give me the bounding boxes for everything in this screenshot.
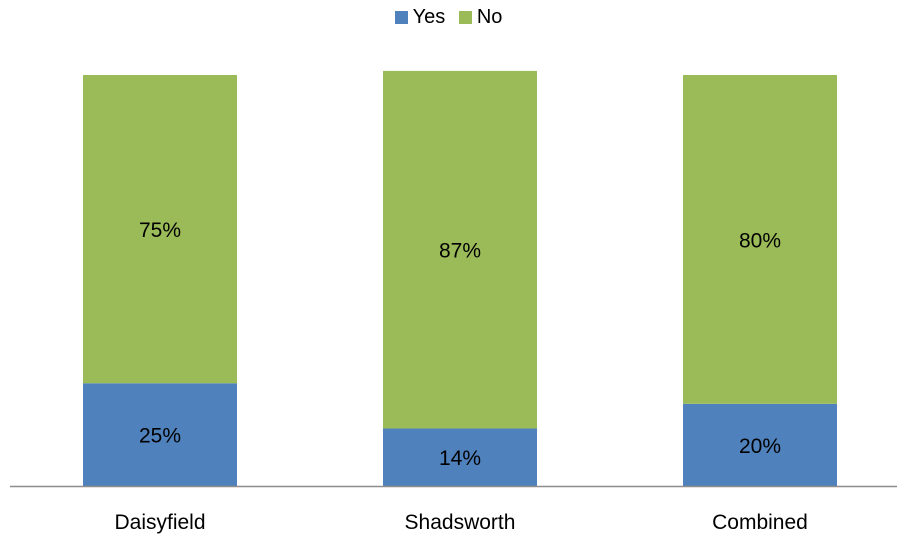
- bar-no-shadsworth: [383, 70, 537, 429]
- data-label-yes-shadsworth: 14%: [439, 447, 481, 470]
- bar-no-daisyfield: [83, 75, 237, 384]
- bar-yes-combined: [683, 403, 837, 486]
- chart-legend: Yes No: [0, 6, 897, 30]
- legend-swatch-yes: [394, 11, 408, 24]
- x-tick-label-shadsworth: Shadsworth: [405, 511, 516, 534]
- bar-yes-daisyfield: [83, 383, 237, 486]
- data-label-no-shadsworth: 87%: [439, 240, 481, 263]
- legend-label-no: No: [476, 6, 503, 28]
- legend-swatch-no: [458, 11, 472, 24]
- data-label-yes-daisyfield: 25%: [139, 425, 181, 448]
- bar-yes-shadsworth: [383, 428, 537, 486]
- data-label-no-daisyfield: 75%: [139, 219, 181, 242]
- x-tick-label-combined: Combined: [712, 511, 808, 534]
- data-label-no-combined: 80%: [739, 229, 781, 252]
- bar-no-combined: [683, 75, 837, 404]
- legend-label-yes: Yes: [412, 6, 446, 28]
- x-tick-label-daisyfield: Daisyfield: [114, 511, 205, 534]
- legend-item-no: No: [458, 6, 503, 29]
- legend-item-yes: Yes: [394, 6, 446, 29]
- data-label-yes-combined: 20%: [739, 435, 781, 458]
